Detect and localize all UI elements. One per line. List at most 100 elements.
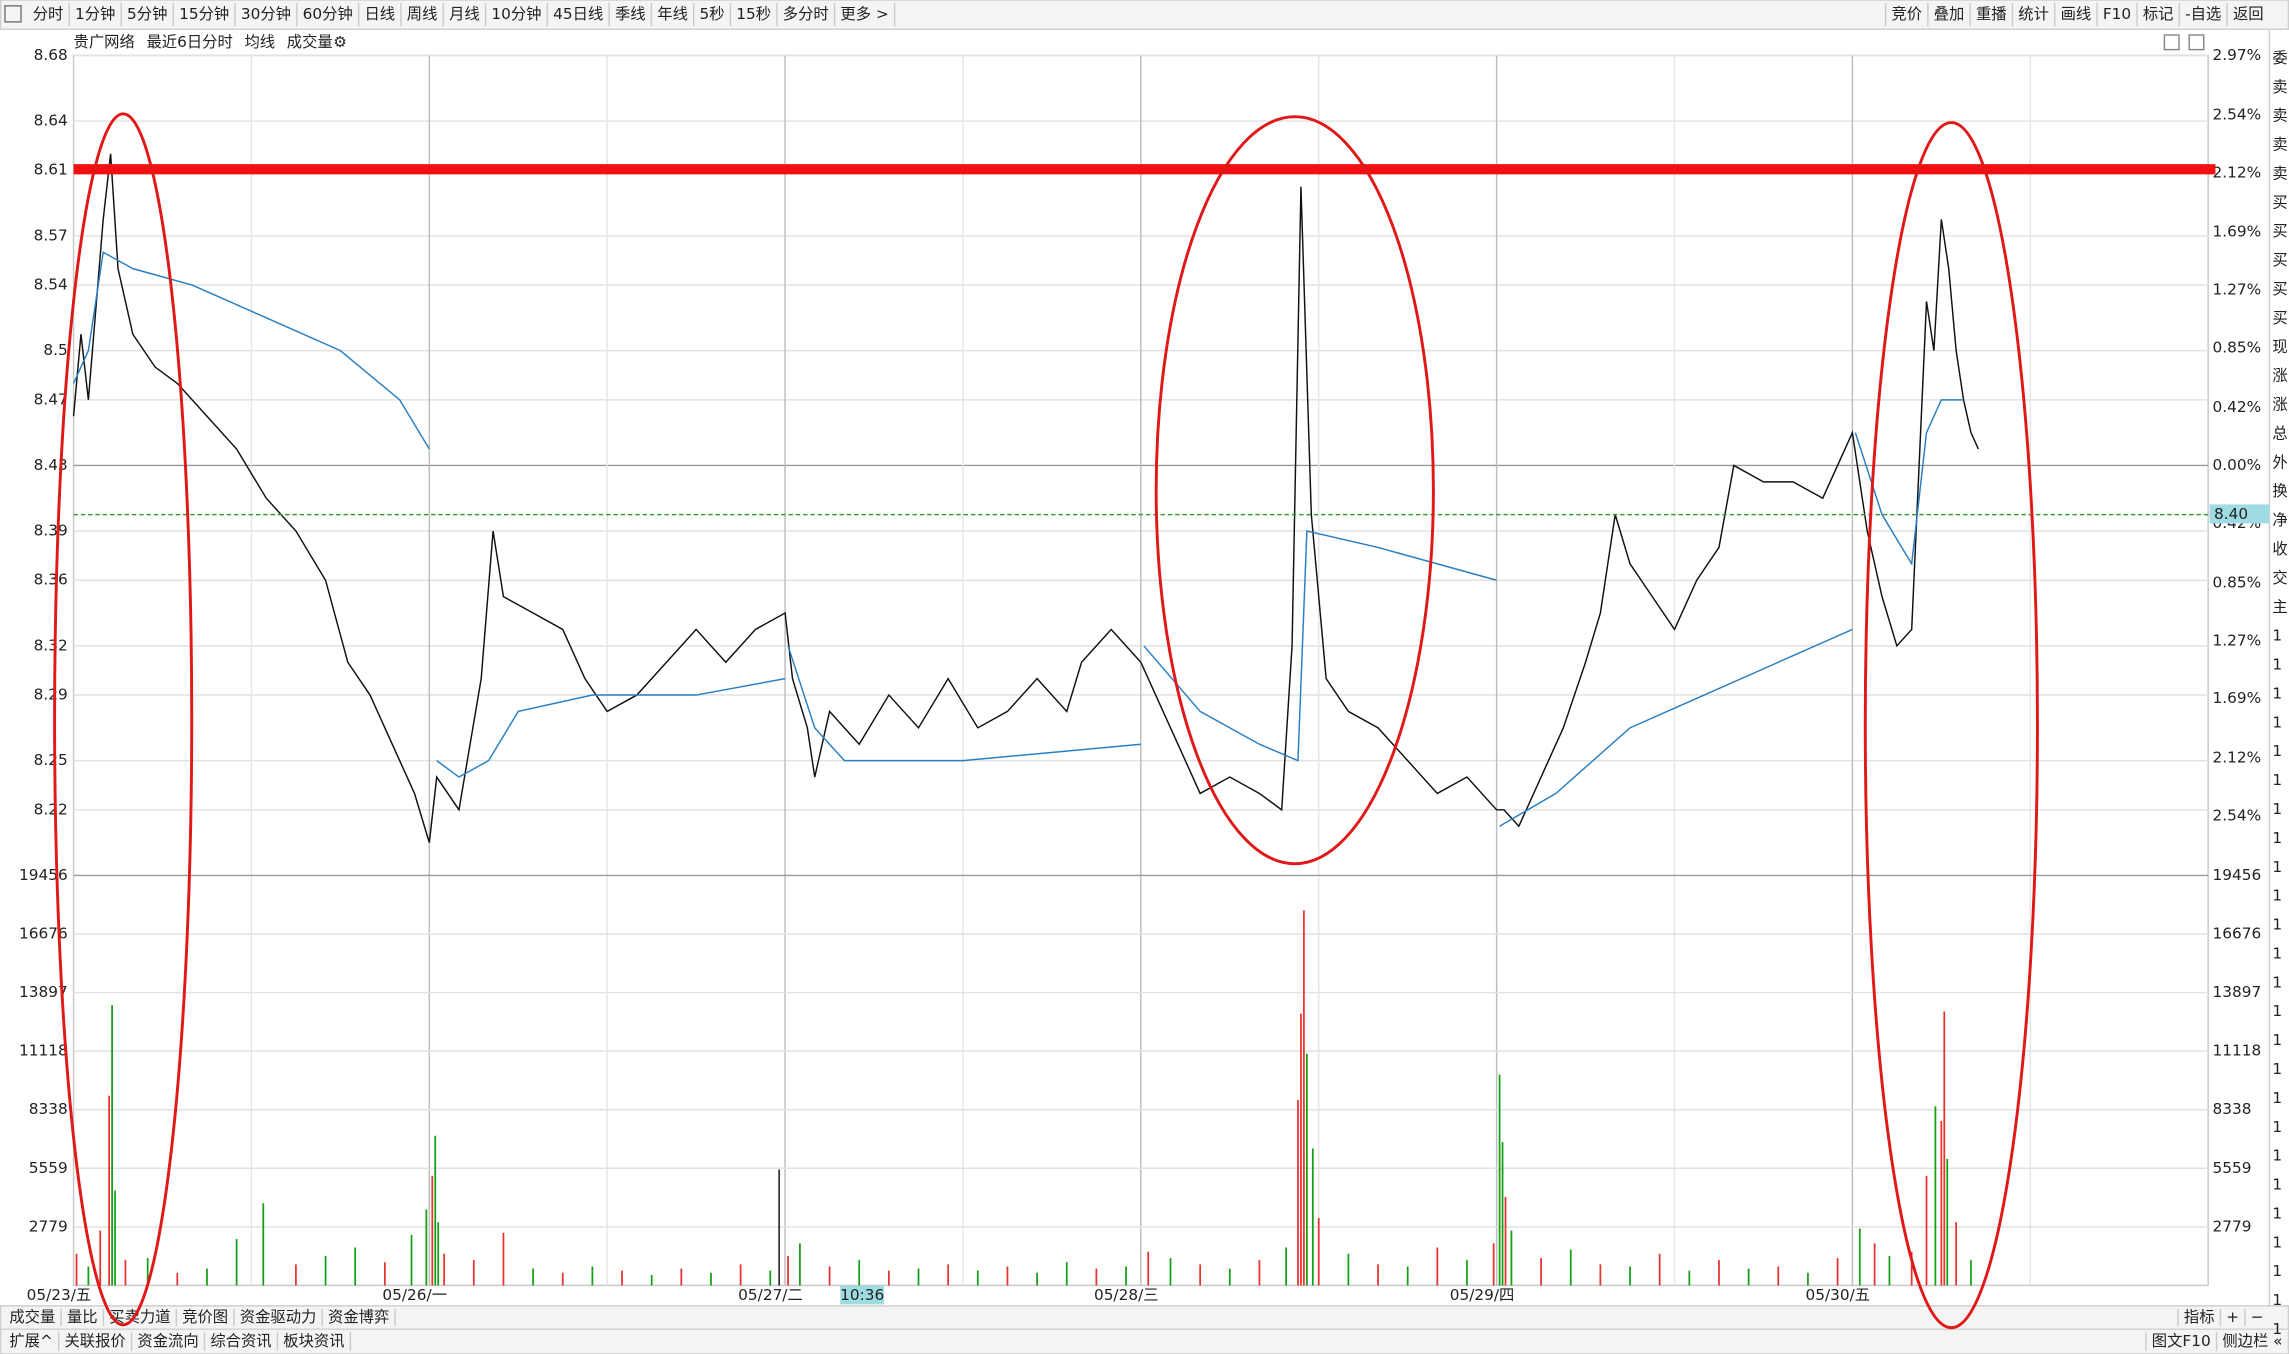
sidebar-label: 1: [2272, 1118, 2282, 1136]
toolbar-tab[interactable]: F10: [2103, 5, 2131, 23]
volume-bar: [828, 1266, 831, 1286]
volume-bar: [769, 1270, 772, 1286]
toolbar-tab[interactable]: 30分钟: [241, 5, 291, 23]
sidebar-label: 1: [2272, 771, 2282, 789]
toolbar-tab[interactable]: 5秒: [700, 5, 725, 23]
highlight-ellipse: [1154, 115, 1435, 866]
volume-bar: [99, 1230, 102, 1286]
toolbar-tab[interactable]: 更多 >: [840, 5, 888, 23]
toolbar-tab[interactable]: 年线: [657, 5, 688, 23]
toolbar-tab[interactable]: 叠加: [1934, 5, 1965, 23]
volume-bar: [591, 1266, 594, 1286]
volume-bar: [1065, 1262, 1068, 1286]
toolbar-tab[interactable]: 扩展^: [9, 1332, 52, 1350]
sidebar-label: 交: [2272, 569, 2287, 587]
cursor-time-label: 10:36: [840, 1286, 884, 1304]
volume-bar: [778, 1169, 781, 1286]
toolbar-tab[interactable]: 侧边栏 «: [2222, 1332, 2282, 1350]
sidebar-label: 1: [2272, 1233, 2282, 1251]
sidebar-label: 1: [2272, 1002, 2282, 1020]
sidebar-label: 1: [2272, 887, 2282, 905]
volume-bar: [887, 1270, 890, 1286]
toolbar-tab[interactable]: 60分钟: [303, 5, 353, 23]
volume-tick-label: 5559: [29, 1159, 68, 1177]
volume-bar: [1311, 1148, 1314, 1286]
toolbar-tab[interactable]: 5分钟: [127, 5, 167, 23]
volume-bar: [437, 1222, 440, 1286]
toolbar-tab[interactable]: 板块资讯: [283, 1332, 344, 1350]
toolbar-tab[interactable]: 日线: [364, 5, 395, 23]
legend-label: 均线: [244, 33, 275, 51]
highlight-ellipse: [53, 112, 194, 1327]
volume-bar: [1910, 1251, 1913, 1286]
toolbar-tab[interactable]: 竞价图: [182, 1308, 228, 1326]
toolbar-tab[interactable]: 统计: [2018, 5, 2049, 23]
volume-tick-label: 13897: [19, 983, 68, 1001]
toolbar-tab[interactable]: −: [2251, 1308, 2264, 1326]
settings-icon[interactable]: ⚙: [333, 33, 347, 51]
volume-tick-label-right: 19456: [2213, 866, 2262, 884]
toolbar-tab[interactable]: 画线: [2061, 5, 2092, 23]
y2-tick-label: 2.97%: [2213, 46, 2262, 64]
sidebar-label: 委: [2272, 49, 2287, 67]
volume-tick-label: 11118: [19, 1042, 68, 1060]
toolbar-tab[interactable]: +: [2226, 1308, 2239, 1326]
toolbar-tab[interactable]: 图文F10: [2152, 1332, 2211, 1350]
toolbar-tab[interactable]: 资金博弈: [328, 1308, 389, 1326]
toolbar-tab[interactable]: 买卖力道: [109, 1308, 170, 1326]
zoom-icon[interactable]: [2163, 34, 2180, 51]
menu-icon[interactable]: [4, 5, 22, 23]
toolbar-tab[interactable]: 多分时: [783, 5, 829, 23]
sidebar-label: 1: [2272, 916, 2282, 934]
toolbar-tab[interactable]: 成交量: [9, 1308, 55, 1326]
toolbar-tab[interactable]: 季线: [615, 5, 646, 23]
layout-icon[interactable]: [2188, 34, 2205, 51]
volume-bar: [917, 1268, 920, 1286]
y-tick-label: 8.36: [34, 571, 68, 589]
toolbar-tab[interactable]: 竞价: [1891, 5, 1922, 23]
toolbar-tab[interactable]: 指标: [2184, 1308, 2215, 1326]
y-tick-label: 8.64: [34, 112, 68, 130]
volume-bar: [1306, 1053, 1308, 1286]
volume-bar: [1807, 1272, 1809, 1286]
toolbar-tab[interactable]: 资金驱动力: [240, 1308, 317, 1326]
toolbar-tab[interactable]: 15分钟: [179, 5, 229, 23]
toolbar-tab[interactable]: 10分钟: [491, 5, 541, 23]
toolbar-tab[interactable]: 综合资讯: [210, 1332, 271, 1350]
volume-bar: [235, 1239, 238, 1286]
toolbar-tab[interactable]: 月线: [449, 5, 480, 23]
toolbar-tab[interactable]: 45日线: [553, 5, 603, 23]
y-tick-label: 8.39: [34, 522, 68, 540]
volume-bar: [858, 1260, 861, 1286]
toolbar-tab[interactable]: 资金流向: [137, 1332, 198, 1350]
toolbar-tab[interactable]: 返回: [2233, 5, 2264, 23]
sidebar-label: 涨: [2272, 396, 2287, 414]
toolbar-tab[interactable]: 15秒: [736, 5, 771, 23]
toolbar-tab[interactable]: 周线: [407, 5, 438, 23]
highlight-ellipse: [1863, 121, 2039, 1330]
volume-bar: [787, 1255, 789, 1286]
toolbar-tab[interactable]: 量比: [67, 1308, 98, 1326]
sidebar-label: 买: [2272, 193, 2287, 211]
toolbar-tab[interactable]: 1分钟: [75, 5, 115, 23]
toolbar-tab[interactable]: 分时: [33, 5, 64, 23]
volume-bar: [621, 1270, 623, 1286]
volume-bar: [1228, 1268, 1231, 1286]
toolbar-tab[interactable]: 关联报价: [64, 1332, 125, 1350]
volume-bar: [1943, 1011, 1946, 1286]
volume-bar: [1303, 910, 1305, 1286]
y-tick-label: 8.68: [34, 46, 68, 64]
volume-bar: [1347, 1253, 1350, 1286]
toolbar-tab[interactable]: -自选: [2185, 5, 2221, 23]
y2-tick-label: 1.69%: [2213, 223, 2262, 241]
sidebar-label: 买: [2272, 309, 2287, 327]
y-tick-label: 8.29: [34, 686, 68, 704]
y2-tick-label: 1.27%: [2213, 281, 2262, 299]
y2-tick-label: 0.00%: [2213, 456, 2262, 474]
toolbar-tab[interactable]: 标记: [2143, 5, 2174, 23]
y-tick-label: 8.47: [34, 390, 68, 408]
sidebar-label: 1: [2272, 800, 2282, 818]
toolbar-tab[interactable]: 重播: [1976, 5, 2007, 23]
